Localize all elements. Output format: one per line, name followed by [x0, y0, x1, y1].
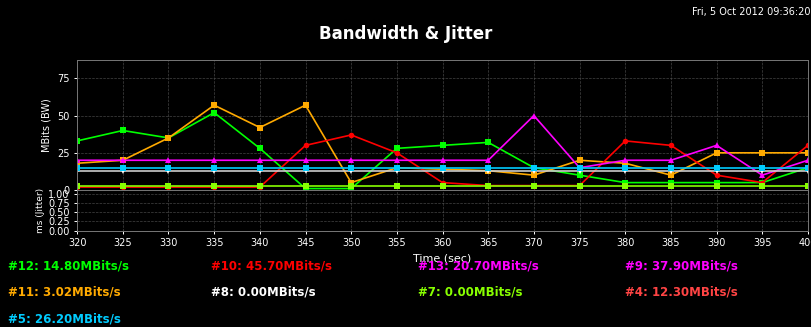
Y-axis label: MBits (BW): MBits (BW) [41, 98, 51, 152]
Text: #10: 45.70MBits/s: #10: 45.70MBits/s [211, 260, 332, 273]
Text: #12: 14.80MBits/s: #12: 14.80MBits/s [8, 260, 129, 273]
Text: Bandwidth & Jitter: Bandwidth & Jitter [319, 25, 492, 43]
X-axis label: Time (sec): Time (sec) [413, 254, 471, 264]
Text: Fri, 5 Oct 2012 09:36:20: Fri, 5 Oct 2012 09:36:20 [691, 7, 809, 17]
Text: #8: 0.00MBits/s: #8: 0.00MBits/s [211, 286, 315, 299]
Text: #13: 20.70MBits/s: #13: 20.70MBits/s [418, 260, 539, 273]
Text: #9: 37.90MBits/s: #9: 37.90MBits/s [624, 260, 737, 273]
Text: #7: 0.00MBits/s: #7: 0.00MBits/s [418, 286, 522, 299]
Y-axis label: ms (Jitter): ms (Jitter) [36, 188, 45, 233]
Text: #5: 26.20MBits/s: #5: 26.20MBits/s [8, 312, 121, 325]
Text: #11: 3.02MBits/s: #11: 3.02MBits/s [8, 286, 121, 299]
Text: #4: 12.30MBits/s: #4: 12.30MBits/s [624, 286, 737, 299]
